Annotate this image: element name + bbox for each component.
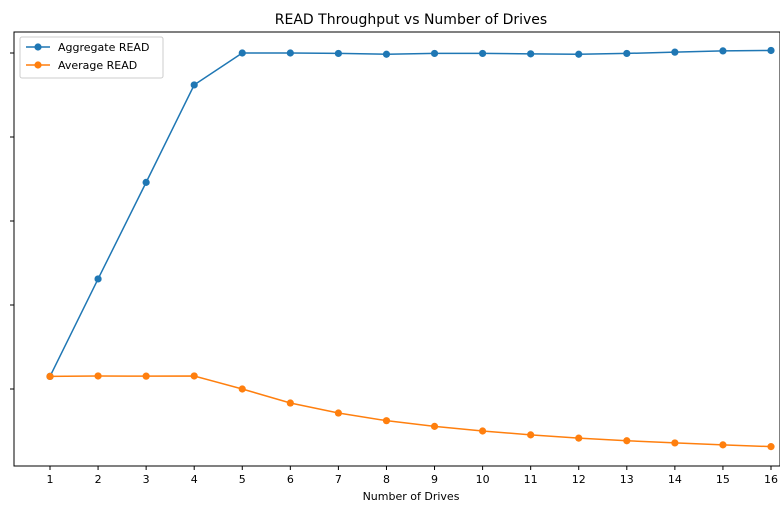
data-point <box>94 372 102 380</box>
data-point <box>671 48 679 56</box>
data-point <box>382 50 391 58</box>
x-tick-label: 14 <box>668 473 682 486</box>
legend-label: Average READ <box>58 59 137 72</box>
data-point <box>671 439 679 447</box>
data-point <box>575 434 583 442</box>
data-point <box>238 385 246 393</box>
x-axis-label: Number of Drives <box>363 490 460 503</box>
data-point <box>334 409 342 417</box>
data-point <box>623 49 631 58</box>
data-point <box>719 47 727 55</box>
data-point <box>479 427 487 435</box>
data-point <box>767 46 775 55</box>
data-point <box>479 49 487 58</box>
x-tick-label: 8 <box>383 473 390 486</box>
chart-title: READ Throughput vs Number of Drives <box>275 12 547 28</box>
x-tick-label: 7 <box>335 473 342 486</box>
axes-layer: 1 2 3 4 5 6 7 8 9 10 11 12 13 14 15 16 <box>10 52 778 486</box>
data-point <box>334 49 342 58</box>
data-point <box>238 49 246 57</box>
legend-label: Aggregate READ <box>58 41 149 54</box>
data-point <box>623 437 631 445</box>
series-aggregate-read <box>46 46 775 380</box>
legend-marker <box>34 43 42 51</box>
data-point <box>286 399 294 407</box>
data-point <box>527 431 535 439</box>
data-point <box>94 275 102 283</box>
legend-box <box>19 36 164 79</box>
x-tick-label: 11 <box>524 473 538 486</box>
data-point <box>382 417 391 425</box>
legend-item: Aggregate READ <box>26 41 149 54</box>
series-layer <box>46 46 775 451</box>
legend-item: Average READ <box>26 59 137 72</box>
data-point <box>142 372 150 380</box>
data-point <box>767 443 775 451</box>
data-point <box>527 50 535 58</box>
data-point <box>286 49 294 57</box>
x-tick-label: 1 <box>47 473 54 486</box>
x-tick-label: 13 <box>620 473 634 486</box>
x-tick-label: 4 <box>191 473 198 486</box>
plot-frame <box>13 31 780 467</box>
x-tick-label: 3 <box>143 473 150 486</box>
legend: Aggregate READ Average READ <box>19 36 164 79</box>
series-line <box>49 375 772 448</box>
plot-area-border <box>13 31 780 467</box>
data-point <box>142 178 150 186</box>
x-tick-label: 12 <box>572 473 586 486</box>
x-tick-label: 15 <box>716 473 730 486</box>
data-point <box>430 422 439 430</box>
legend-marker <box>34 61 42 69</box>
x-tick-label: 16 <box>764 473 778 486</box>
x-tick-label: 5 <box>239 473 246 486</box>
data-point <box>719 441 727 449</box>
x-tick-label: 2 <box>95 473 102 486</box>
data-point <box>46 372 54 380</box>
series-average-read <box>46 372 775 451</box>
series-line <box>49 49 772 377</box>
x-tick-label: 9 <box>431 473 438 486</box>
x-tick-label: 6 <box>287 473 294 486</box>
data-point <box>430 49 439 58</box>
data-point <box>575 50 583 58</box>
data-point <box>190 372 198 380</box>
x-tick-label: 10 <box>476 473 490 486</box>
data-point <box>190 81 198 89</box>
